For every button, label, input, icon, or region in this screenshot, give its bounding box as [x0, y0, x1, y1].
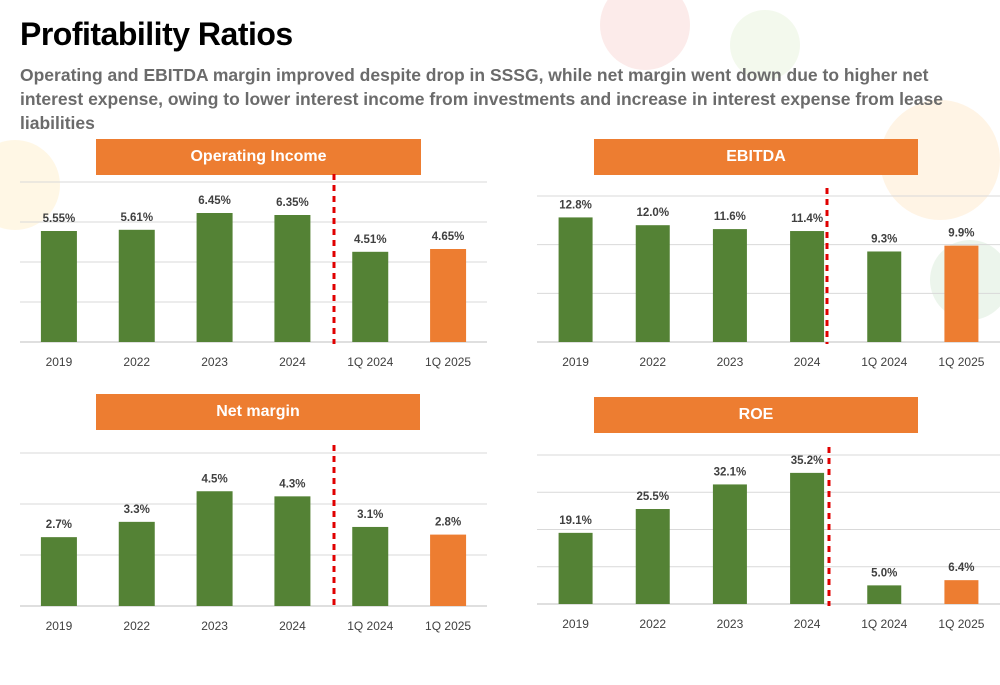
- ebitda-value-label: 12.8%: [559, 199, 592, 211]
- operating-income-x-tick-label: 2022: [123, 355, 150, 369]
- net-margin-bar-1q-2025: [430, 534, 467, 606]
- ebitda-x-tick-label: 1Q 2024: [861, 355, 907, 369]
- ebitda-x-tick-label: 2023: [717, 355, 744, 369]
- net-margin-bar-2024: [274, 496, 311, 606]
- page-title: Profitability Ratios: [20, 16, 293, 52]
- roe-bar-2023: [712, 484, 747, 604]
- ebitda-x-tick-label: 2024: [794, 355, 821, 369]
- net-margin-value-label: 2.8%: [435, 517, 461, 529]
- operating-income-value-label: 5.61%: [120, 212, 153, 224]
- background-decoration: [730, 10, 800, 80]
- operating-income-value-label: 6.45%: [198, 195, 231, 207]
- net-margin-chart-title: Net margin: [96, 394, 420, 430]
- ebitda-bar-2023: [712, 229, 747, 342]
- roe-bar-1q-2024: [867, 585, 902, 604]
- operating-income-x-tick-label: 2023: [201, 355, 228, 369]
- roe-value-label: 25.5%: [636, 491, 669, 503]
- net-margin-bar-2022: [118, 521, 155, 606]
- ebitda-chart-title: EBITDA: [594, 139, 918, 175]
- operating-income-x-tick-label: 1Q 2025: [425, 355, 471, 369]
- net-margin-bar-1q-2024: [352, 526, 389, 606]
- ebitda-bar-2022: [635, 225, 670, 342]
- operating-income-bar-2023: [196, 213, 233, 342]
- roe-chart-title: ROE: [594, 397, 918, 433]
- ebitda-value-label: 11.4%: [791, 213, 823, 225]
- ebitda-x-tick-label: 2022: [639, 355, 666, 369]
- net-margin-bar-2019: [40, 537, 77, 606]
- roe-x-tick-label: 2023: [717, 617, 744, 631]
- roe-value-label: 5.0%: [871, 567, 897, 579]
- net-margin-value-label: 3.3%: [124, 504, 150, 516]
- net-margin-x-tick-label: 2024: [279, 619, 306, 633]
- net-margin-value-label: 3.1%: [357, 509, 383, 521]
- ebitda-value-label: 9.9%: [948, 228, 974, 240]
- operating-income-value-label: 4.51%: [354, 234, 387, 246]
- roe-x-tick-label: 2019: [562, 617, 589, 631]
- net-margin-x-tick-label: 2019: [46, 619, 73, 633]
- operating-income-bar-1q-2025: [430, 249, 467, 342]
- operating-income-value-label: 4.65%: [432, 231, 465, 243]
- operating-income-bar-2019: [40, 231, 77, 342]
- roe-bar-2019: [558, 532, 593, 604]
- background-decoration: [600, 0, 690, 70]
- ebitda-bar-1q-2025: [944, 245, 979, 342]
- operating-income-value-label: 5.55%: [43, 213, 76, 225]
- net-margin-x-tick-label: 1Q 2024: [347, 619, 393, 633]
- net-margin-value-label: 2.7%: [46, 519, 72, 531]
- ebitda-bar-2024: [790, 231, 825, 342]
- roe-x-tick-label: 2022: [639, 617, 666, 631]
- roe-x-tick-label: 2024: [794, 617, 821, 631]
- operating-income-x-tick-label: 2019: [46, 355, 73, 369]
- net-margin-value-label: 4.3%: [279, 478, 305, 490]
- operating-income-value-label: 6.35%: [276, 197, 309, 209]
- net-margin-bar-2023: [196, 491, 233, 606]
- page-subtitle: Operating and EBITDA margin improved des…: [20, 65, 943, 133]
- net-margin-x-tick-label: 1Q 2025: [425, 619, 471, 633]
- roe-bar-2024: [790, 472, 825, 604]
- net-margin-x-tick-label: 2022: [123, 619, 150, 633]
- roe-bar-1q-2025: [944, 580, 979, 604]
- operating-income-bar-2022: [118, 229, 155, 342]
- ebitda-bar-2019: [558, 217, 593, 342]
- roe-value-label: 6.4%: [948, 562, 974, 574]
- ebitda-value-label: 9.3%: [871, 233, 897, 245]
- operating-income-chart-title: Operating Income: [96, 139, 421, 175]
- net-margin-x-tick-label: 2023: [201, 619, 228, 633]
- roe-bar-2022: [635, 509, 670, 604]
- roe-x-tick-label: 1Q 2025: [938, 617, 984, 631]
- roe-value-label: 35.2%: [791, 455, 824, 467]
- operating-income-x-tick-label: 1Q 2024: [347, 355, 393, 369]
- ebitda-value-label: 12.0%: [636, 207, 669, 219]
- roe-x-tick-label: 1Q 2024: [861, 617, 907, 631]
- roe-value-label: 19.1%: [559, 515, 592, 527]
- operating-income-bar-2024: [274, 215, 311, 342]
- operating-income-x-tick-label: 2024: [279, 355, 306, 369]
- roe-value-label: 32.1%: [714, 466, 747, 478]
- net-margin-value-label: 4.5%: [201, 473, 227, 485]
- operating-income-bar-1q-2024: [352, 251, 389, 342]
- ebitda-bar-1q-2024: [867, 251, 902, 342]
- ebitda-x-tick-label: 2019: [562, 355, 589, 369]
- ebitda-x-tick-label: 1Q 2025: [938, 355, 984, 369]
- ebitda-value-label: 11.6%: [714, 211, 746, 223]
